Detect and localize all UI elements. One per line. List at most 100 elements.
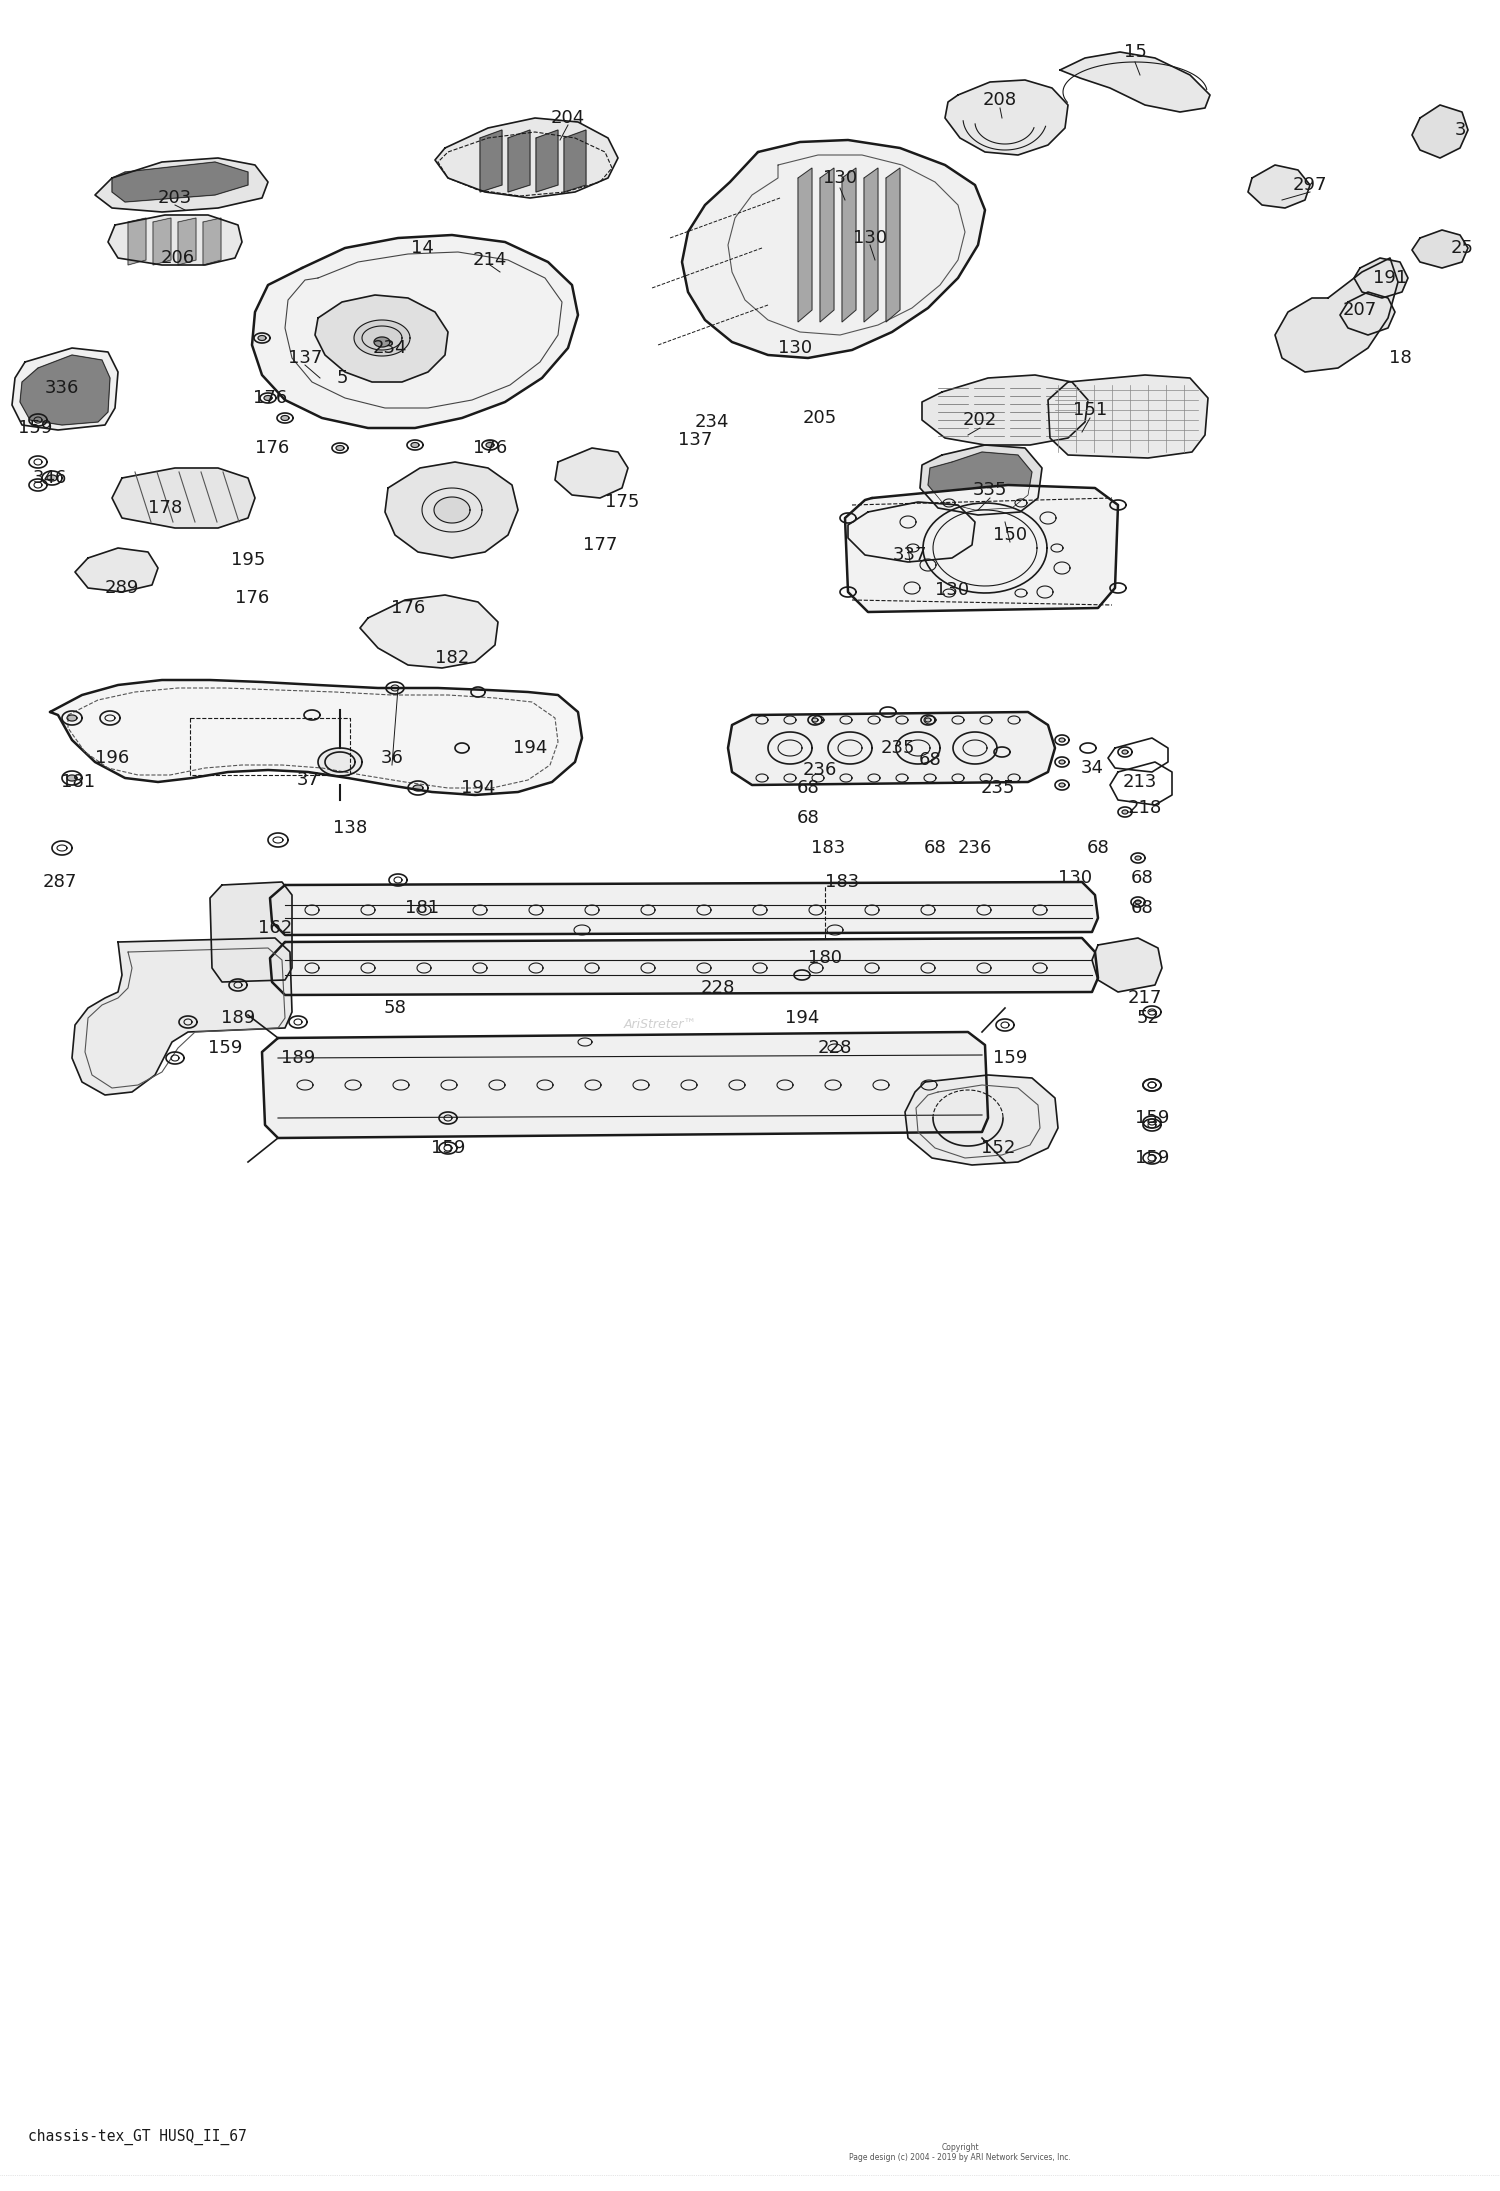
Polygon shape	[1136, 901, 1142, 905]
Polygon shape	[1059, 782, 1065, 787]
Text: 25: 25	[1450, 239, 1473, 256]
Text: 176: 176	[236, 589, 268, 607]
Text: 217: 217	[1128, 988, 1162, 1008]
Polygon shape	[536, 129, 558, 193]
Polygon shape	[433, 497, 470, 524]
Polygon shape	[564, 129, 586, 193]
Polygon shape	[1059, 738, 1065, 743]
Polygon shape	[1122, 811, 1128, 815]
Text: 287: 287	[44, 872, 76, 892]
Text: Copyright
Page design (c) 2004 - 2019 by ARI Network Services, Inc.: Copyright Page design (c) 2004 - 2019 by…	[849, 2143, 1071, 2163]
Polygon shape	[270, 938, 1098, 995]
Text: 14: 14	[411, 239, 434, 256]
Text: 228: 228	[818, 1039, 852, 1056]
Polygon shape	[20, 355, 110, 425]
Text: 15: 15	[1124, 44, 1146, 61]
Polygon shape	[386, 462, 518, 559]
Text: 176: 176	[472, 438, 507, 458]
Text: 234: 234	[694, 412, 729, 432]
Text: 178: 178	[148, 500, 182, 517]
Polygon shape	[46, 475, 57, 482]
Polygon shape	[945, 81, 1068, 156]
Text: 183: 183	[825, 872, 860, 892]
Polygon shape	[555, 447, 628, 497]
Polygon shape	[318, 747, 362, 776]
Polygon shape	[922, 375, 1088, 445]
Polygon shape	[480, 129, 502, 193]
Text: 228: 228	[700, 979, 735, 997]
Text: 52: 52	[1137, 1010, 1160, 1028]
Polygon shape	[1092, 938, 1162, 993]
Polygon shape	[112, 469, 255, 528]
Text: 203: 203	[158, 188, 192, 206]
Text: 130: 130	[1058, 870, 1092, 887]
Text: 137: 137	[288, 348, 322, 368]
Text: 5: 5	[336, 368, 348, 388]
Polygon shape	[12, 348, 119, 429]
Polygon shape	[798, 169, 812, 322]
Text: 189: 189	[280, 1049, 315, 1067]
Text: 297: 297	[1293, 175, 1328, 195]
Polygon shape	[864, 169, 877, 322]
Text: chassis-tex_GT HUSQ_II_67: chassis-tex_GT HUSQ_II_67	[28, 2130, 246, 2145]
Polygon shape	[1059, 760, 1065, 765]
Polygon shape	[210, 883, 292, 982]
Text: 337: 337	[892, 546, 927, 563]
Text: 202: 202	[963, 412, 998, 429]
Text: 235: 235	[981, 780, 1016, 798]
Polygon shape	[435, 118, 618, 197]
Text: 68: 68	[1086, 839, 1110, 857]
Text: 176: 176	[254, 390, 286, 408]
Text: 191: 191	[1372, 269, 1407, 287]
Text: 195: 195	[231, 550, 266, 570]
Text: 34: 34	[1080, 758, 1104, 778]
Text: 130: 130	[853, 230, 886, 248]
Polygon shape	[1136, 857, 1142, 861]
Text: 176: 176	[255, 438, 290, 458]
Polygon shape	[904, 1076, 1058, 1166]
Polygon shape	[1354, 259, 1408, 298]
Text: 235: 235	[880, 738, 915, 758]
Text: 68: 68	[796, 780, 819, 798]
Text: 152: 152	[981, 1139, 1016, 1157]
Polygon shape	[1248, 164, 1310, 208]
Text: 68: 68	[918, 752, 942, 769]
Polygon shape	[928, 451, 1032, 511]
Polygon shape	[262, 1032, 989, 1137]
Polygon shape	[264, 397, 272, 401]
Polygon shape	[258, 335, 266, 340]
Text: 130: 130	[778, 340, 812, 357]
Polygon shape	[374, 337, 390, 346]
Polygon shape	[315, 296, 448, 381]
Polygon shape	[413, 784, 423, 791]
Polygon shape	[252, 234, 578, 427]
Text: 37: 37	[297, 771, 320, 789]
Text: 289: 289	[105, 578, 140, 596]
Text: 68: 68	[1131, 870, 1154, 887]
Text: 159: 159	[1136, 1109, 1168, 1126]
Polygon shape	[920, 445, 1042, 515]
Polygon shape	[926, 719, 932, 723]
Text: 159: 159	[430, 1139, 465, 1157]
Text: 214: 214	[472, 252, 507, 269]
Polygon shape	[68, 776, 76, 780]
Text: 194: 194	[784, 1010, 819, 1028]
Text: 204: 204	[550, 110, 585, 127]
Text: 151: 151	[1072, 401, 1107, 418]
Text: 68: 68	[1131, 898, 1154, 918]
Text: 205: 205	[802, 410, 837, 427]
Polygon shape	[112, 162, 248, 202]
Text: 159: 159	[18, 418, 53, 436]
Text: 207: 207	[1342, 300, 1377, 320]
Polygon shape	[153, 217, 171, 265]
Polygon shape	[270, 883, 1098, 936]
Polygon shape	[68, 714, 76, 721]
Text: 138: 138	[333, 819, 368, 837]
Polygon shape	[1122, 749, 1128, 754]
Text: 183: 183	[812, 839, 844, 857]
Text: 218: 218	[1128, 800, 1162, 817]
Polygon shape	[728, 712, 1054, 784]
Text: 68: 68	[924, 839, 946, 857]
Polygon shape	[812, 719, 818, 723]
Polygon shape	[280, 416, 290, 421]
